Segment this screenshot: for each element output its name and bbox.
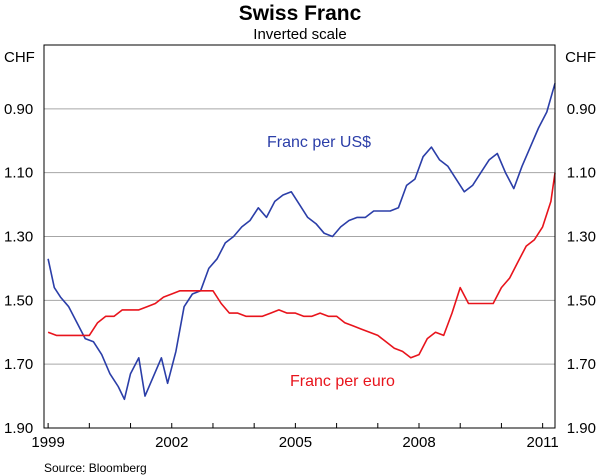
y-unit-left: CHF (4, 49, 35, 66)
y-tick-label-left: 1.70 (4, 356, 33, 373)
y-tick-label-left: 1.50 (4, 292, 33, 309)
source-note: Source: Bloomberg (44, 461, 147, 475)
x-tick-label: 2011 (527, 434, 559, 451)
series-line-euro (47, 172, 556, 359)
y-tick-label-right: 1.30 (567, 229, 596, 246)
x-tick-label: 2008 (402, 434, 435, 451)
series-line-usd (47, 83, 556, 401)
chart-title: Swiss Franc (239, 2, 362, 25)
y-tick-label-right: 1.90 (567, 420, 596, 437)
y-tick-label-right: 0.90 (567, 101, 596, 118)
series-lines (47, 83, 556, 401)
series-label-usd: Franc per US$ (267, 134, 371, 151)
y-tick-label-right: 1.10 (567, 165, 596, 182)
y-tick-label-left: 1.10 (4, 165, 33, 182)
plot-frame (43, 44, 556, 429)
y-tick-label-right: 1.50 (567, 292, 596, 309)
x-tick-label: 2002 (155, 434, 188, 451)
y-tick-label-left: 1.30 (4, 229, 33, 246)
x-tick-label: 2005 (279, 434, 312, 451)
y-tick-label-right: 1.70 (567, 356, 596, 373)
y-tick-label-left: 1.90 (4, 420, 33, 437)
x-tick-label: 1999 (31, 434, 64, 451)
series-label-euro: Franc per euro (290, 373, 395, 390)
y-tick-label-left: 0.90 (4, 101, 33, 118)
y-tick-labels: 0.90 0.90 1.10 1.10 1.30 1.30 1.50 1.50 1.70 1.70… (4, 101, 596, 437)
y-unit-right: CHF (565, 49, 596, 66)
x-tick-labels: 1999 2002 2005 2008 2011 (31, 423, 559, 451)
chart-subtitle: Inverted scale (253, 26, 346, 43)
